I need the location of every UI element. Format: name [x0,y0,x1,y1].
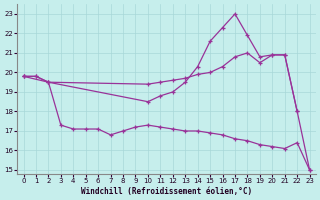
X-axis label: Windchill (Refroidissement éolien,°C): Windchill (Refroidissement éolien,°C) [81,187,252,196]
